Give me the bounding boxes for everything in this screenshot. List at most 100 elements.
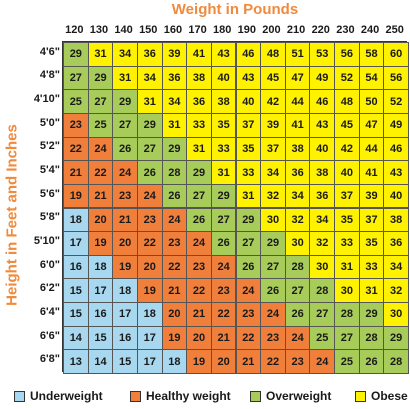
bmi-cell: 18 <box>87 254 114 280</box>
bmi-cell: 43 <box>235 65 262 91</box>
bmi-cell: 38 <box>309 160 336 185</box>
bmi-cell: 36 <box>383 231 409 256</box>
bmi-cell: 18 <box>112 278 138 304</box>
bmi-cell: 31 <box>161 112 188 138</box>
bmi-cell: 24 <box>284 325 311 351</box>
legend-item: Overweight <box>250 388 331 404</box>
bmi-cell: 38 <box>383 207 409 233</box>
bmi-cell: 48 <box>260 42 286 67</box>
column-header: 120 <box>65 24 84 36</box>
row-header: 5'6" <box>39 187 60 200</box>
row-header: 4'10" <box>33 93 60 106</box>
bmi-cell: 47 <box>358 112 385 138</box>
bmi-cell: 37 <box>334 183 360 209</box>
legend-swatch <box>250 390 261 402</box>
column-header: 200 <box>262 24 281 36</box>
bmi-cell: 52 <box>334 65 360 91</box>
bmi-cell: 14 <box>63 325 89 351</box>
row-header: 5'4" <box>39 164 60 177</box>
bmi-cell: 16 <box>112 325 138 351</box>
bmi-cell: 29 <box>260 231 286 256</box>
bmi-cell: 41 <box>284 112 311 138</box>
bmi-cell: 24 <box>309 349 336 374</box>
bmi-cell: 46 <box>383 136 409 162</box>
legend-label: Obese <box>371 389 408 403</box>
bmi-cell: 35 <box>358 231 385 256</box>
bmi-cell: 42 <box>260 89 286 114</box>
bmi-cell: 19 <box>87 231 114 256</box>
bmi-cell: 24 <box>210 254 237 280</box>
legend-label: Overweight <box>266 389 332 403</box>
bmi-cell: 34 <box>383 254 409 280</box>
bmi-cell: 31 <box>136 89 163 114</box>
bmi-cell: 31 <box>334 254 360 280</box>
column-header: 190 <box>237 24 256 36</box>
bmi-cell: 27 <box>186 183 212 209</box>
bmi-cell: 22 <box>260 349 286 374</box>
bmi-cell: 54 <box>358 65 385 91</box>
row-header: 5'10" <box>33 234 60 247</box>
bmi-grid: 29 31 34 36 39 41 43 46 48 51 53 56 58 60 27 29 31 34 36 38… <box>62 41 409 374</box>
bmi-cell: 30 <box>284 231 311 256</box>
bmi-cell: 45 <box>334 112 360 138</box>
bmi-cell: 41 <box>358 160 385 185</box>
bmi-cell: 14 <box>87 349 114 374</box>
bmi-cell: 38 <box>210 89 237 114</box>
bmi-cell: 58 <box>358 42 385 67</box>
bmi-cell: 26 <box>186 207 212 233</box>
column-header: 220 <box>311 24 330 36</box>
bmi-cell: 41 <box>186 42 212 67</box>
bmi-cell: 33 <box>210 136 237 162</box>
bmi-cell: 28 <box>334 302 360 327</box>
bmi-cell: 27 <box>136 136 163 162</box>
bmi-cell: 32 <box>284 207 311 233</box>
bmi-cell: 25 <box>309 325 336 351</box>
bmi-cell: 40 <box>383 183 409 209</box>
bmi-cell: 13 <box>63 349 89 374</box>
bmi-cell: 17 <box>112 302 138 327</box>
bmi-cell: 26 <box>136 160 163 185</box>
bmi-cell: 23 <box>112 183 138 209</box>
bmi-cell: 22 <box>161 254 188 280</box>
bmi-cell: 27 <box>63 65 89 91</box>
bmi-cell: 46 <box>235 42 262 67</box>
column-header: 230 <box>336 24 355 36</box>
bmi-cell: 23 <box>161 231 188 256</box>
bmi-cell: 16 <box>87 302 114 327</box>
bmi-cell: 25 <box>87 112 114 138</box>
bmi-cell: 33 <box>235 160 262 185</box>
bmi-cell: 22 <box>186 278 212 304</box>
row-header: 6'8" <box>39 353 60 366</box>
bmi-cell: 27 <box>334 325 360 351</box>
bmi-cell: 49 <box>309 65 336 91</box>
bmi-cell: 36 <box>161 65 188 91</box>
bmi-cell: 40 <box>334 160 360 185</box>
column-header: 170 <box>188 24 207 36</box>
bmi-cell: 29 <box>87 65 114 91</box>
bmi-cell: 19 <box>186 349 212 374</box>
bmi-cell: 50 <box>358 89 385 114</box>
bmi-cell: 26 <box>260 278 286 304</box>
column-header: 240 <box>360 24 380 36</box>
bmi-cell: 28 <box>358 325 385 351</box>
bmi-cell: 39 <box>358 183 385 209</box>
bmi-cell: 43 <box>210 42 237 67</box>
bmi-cell: 21 <box>235 349 262 374</box>
bmi-cell: 23 <box>136 207 163 233</box>
bmi-cell: 33 <box>186 112 212 138</box>
bmi-cell: 32 <box>260 183 286 209</box>
bmi-cell: 24 <box>186 231 212 256</box>
bmi-cell: 44 <box>284 89 311 114</box>
legend-swatch <box>14 390 25 402</box>
bmi-cell: 24 <box>260 302 286 327</box>
bmi-cell: 35 <box>235 136 262 162</box>
bmi-cell: 36 <box>309 183 336 209</box>
bmi-cell: 22 <box>87 160 114 185</box>
bmi-cell: 56 <box>334 42 360 67</box>
column-header: 160 <box>163 24 183 36</box>
bmi-cell: 17 <box>87 278 114 304</box>
bmi-cell: 29 <box>63 42 89 67</box>
legend-label: Underweight <box>30 389 103 403</box>
bmi-cell: 38 <box>186 65 212 91</box>
bmi-cell: 22 <box>63 136 89 162</box>
